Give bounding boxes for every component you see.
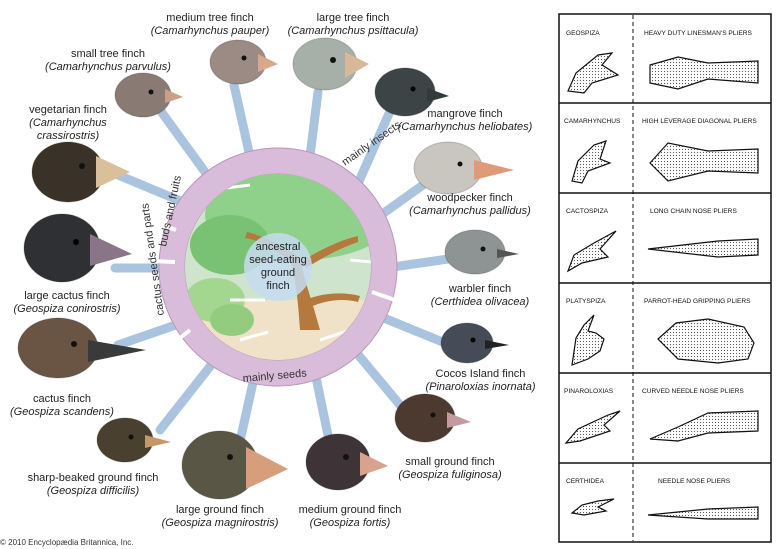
finch-head-mangrove-finch — [374, 67, 449, 117]
finch-scientific-name: (Geospiza fuliginosa) — [398, 469, 502, 481]
finch-scientific-name: (Pinaroloxias inornata) — [425, 381, 536, 393]
finch-scientific-name: (Certhidea olivacea) — [430, 296, 530, 308]
finch-common-name: medium ground finch — [298, 504, 402, 516]
center-line-3: ground — [261, 267, 295, 279]
finch-head-woodpecker-finch — [413, 141, 514, 195]
genus-label: CAMARHYNCHUS — [564, 118, 621, 125]
center-line-2: seed-eating — [249, 254, 307, 266]
label-large-tree-finch: large tree finch (Camarhynchus psittacul… — [278, 12, 428, 38]
finch-head-large-cactus-finch — [23, 213, 132, 283]
finch-common-name: vegetarian finch — [29, 104, 107, 116]
label-medium-ground-finch: medium ground finch (Geospiza fortis) — [285, 504, 415, 530]
certhidea-beak-icon — [570, 498, 615, 516]
label-mangrove-finch: mangrove finch (Camarhynchus heliobates) — [385, 108, 545, 134]
finch-head-cocos-island-finch — [440, 322, 509, 364]
tool-label: PARROT-HEAD GRIPPING PLIERS — [644, 298, 751, 305]
finch-common-name: medium tree finch — [166, 12, 254, 24]
finch-common-name: sharp-beaked ground finch — [27, 472, 159, 484]
center-line-4: finch — [266, 280, 289, 292]
parrot-head-pliers-icon — [657, 318, 755, 364]
linesman-pliers-icon — [649, 56, 759, 90]
finch-common-name: cactus finch — [32, 393, 92, 405]
table-border — [558, 13, 772, 543]
tool-label: HEAVY DUTY LINESMAN'S PLIERS — [644, 30, 752, 37]
finch-scientific-name: (Camarhynchus pallidus) — [409, 205, 531, 217]
platyspiza-beak-icon — [571, 314, 605, 366]
pinaroloxias-beak-icon — [564, 410, 621, 444]
tool-label: LONG CHAIN NOSE PLIERS — [650, 208, 737, 215]
geospiza-beak-icon — [567, 52, 620, 94]
label-large-ground-finch: large ground finch (Geospiza magnirostri… — [150, 504, 290, 530]
finch-head-large-ground-finch — [181, 430, 288, 500]
genus-label: PLATYSPIZA — [566, 298, 606, 305]
diagonal-pliers-icon — [649, 142, 759, 182]
label-small-tree-finch: small tree finch (Camarhynchus parvulus) — [38, 48, 178, 74]
pliers-comparison-table: GEOSPIZA HEAVY DUTY LINESMAN'S PLIERS CA… — [558, 13, 772, 543]
genus-label: CACTOSPIZA — [566, 208, 609, 215]
finch-scientific-name: (Geospiza conirostris) — [13, 303, 121, 315]
finch-head-warbler-finch — [444, 229, 519, 275]
label-warbler-finch: warbler finch (Certhidea olivacea) — [420, 283, 540, 309]
label-sharp-beaked-ground-finch: sharp-beaked ground finch (Geospiza diff… — [18, 472, 168, 498]
ancestor-node — [244, 233, 312, 301]
finch-head-cactus-finch — [17, 317, 146, 379]
finch-scientific-name: (Geospiza fortis) — [309, 517, 391, 529]
copyright-notice: © 2010 Encyclopædia Britannica, Inc. — [0, 538, 134, 547]
finch-head-medium-tree-finch — [209, 39, 278, 85]
label-cactus-finch: cactus finch (Geospiza scandens) — [2, 393, 122, 419]
spoke-vegetarian-finch — [113, 170, 195, 210]
finch-scientific-name: (Camarhynchus pauper) — [150, 25, 270, 37]
finch-head-vegetarian-finch — [31, 141, 130, 203]
finch-portraits — [17, 37, 519, 500]
finch-common-name: mangrove finch — [427, 108, 503, 120]
genus-label: CERTHIDEA — [566, 478, 605, 485]
tool-label: HIGH LEVERAGE DIAGONAL PLIERS — [642, 118, 757, 125]
label-large-cactus-finch: large cactus finch (Geospiza conirostris… — [2, 290, 132, 316]
finch-scientific-name: (Geospiza scandens) — [10, 406, 114, 418]
finch-scientific-name: (Camarhynchus psittacula) — [287, 25, 419, 37]
finch-scientific-name: (Camarhynchus crassirostris) — [29, 117, 107, 142]
needle-nose-pliers-icon — [647, 506, 759, 520]
spoke-mangrove-finch — [351, 95, 400, 193]
finch-common-name: Cocos Island finch — [435, 368, 526, 380]
curved-needle-pliers-icon — [649, 410, 759, 442]
finch-common-name: small tree finch — [71, 48, 145, 60]
label-cocos-island-finch: Cocos Island finch (Pinaroloxias inornat… — [408, 368, 553, 394]
long-chain-nose-pliers-icon — [647, 238, 759, 258]
cactospiza-beak-icon — [566, 230, 617, 273]
label-woodpecker-finch: woodpecker finch (Camarhynchus pallidus) — [400, 192, 540, 218]
label-medium-tree-finch: medium tree finch (Camarhynchus pauper) — [145, 12, 275, 38]
finch-common-name: warbler finch — [448, 283, 512, 295]
finch-common-name: woodpecker finch — [427, 192, 513, 204]
finch-scientific-name: (Geospiza difficilis) — [46, 485, 140, 497]
center-line-1: ancestral — [256, 241, 301, 253]
finch-head-medium-ground-finch — [305, 433, 388, 491]
spoke-small-tree-finch — [155, 105, 218, 188]
finch-common-name: large tree finch — [316, 12, 390, 24]
finch-scientific-name: (Camarhynchus parvulus) — [45, 61, 171, 73]
genus-label: GEOSPIZA — [566, 30, 600, 37]
finch-head-small-tree-finch — [114, 72, 183, 118]
tool-label: CURVED NEEDLE NOSE PLIERS — [642, 388, 744, 395]
finch-head-large-tree-finch — [292, 37, 369, 91]
label-small-ground-finch: small ground finch (Geospiza fuliginosa) — [385, 456, 515, 482]
finch-scientific-name: (Geospiza magnirostris) — [161, 517, 279, 529]
finch-head-sharp-beaked-ground-finch — [96, 417, 171, 463]
group-label-seeds: mainly seeds — [242, 367, 307, 385]
finch-common-name: large ground finch — [175, 504, 265, 516]
finch-common-name: large cactus finch — [24, 290, 110, 302]
finch-common-name: small ground finch — [405, 456, 495, 468]
genus-label: PINAROLOXIAS — [564, 388, 614, 395]
finch-scientific-name: (Camarhynchus heliobates) — [397, 121, 533, 133]
tool-label: NEEDLE NOSE PLIERS — [658, 478, 731, 485]
camarhynchus-beak-icon — [571, 140, 612, 184]
finch-radiation-diagram: mainly insects buds and fruits cactus se… — [17, 37, 519, 500]
finch-head-small-ground-finch — [394, 393, 471, 443]
label-vegetarian-finch: vegetarian finch (Camarhynchus crassiros… — [18, 104, 118, 143]
